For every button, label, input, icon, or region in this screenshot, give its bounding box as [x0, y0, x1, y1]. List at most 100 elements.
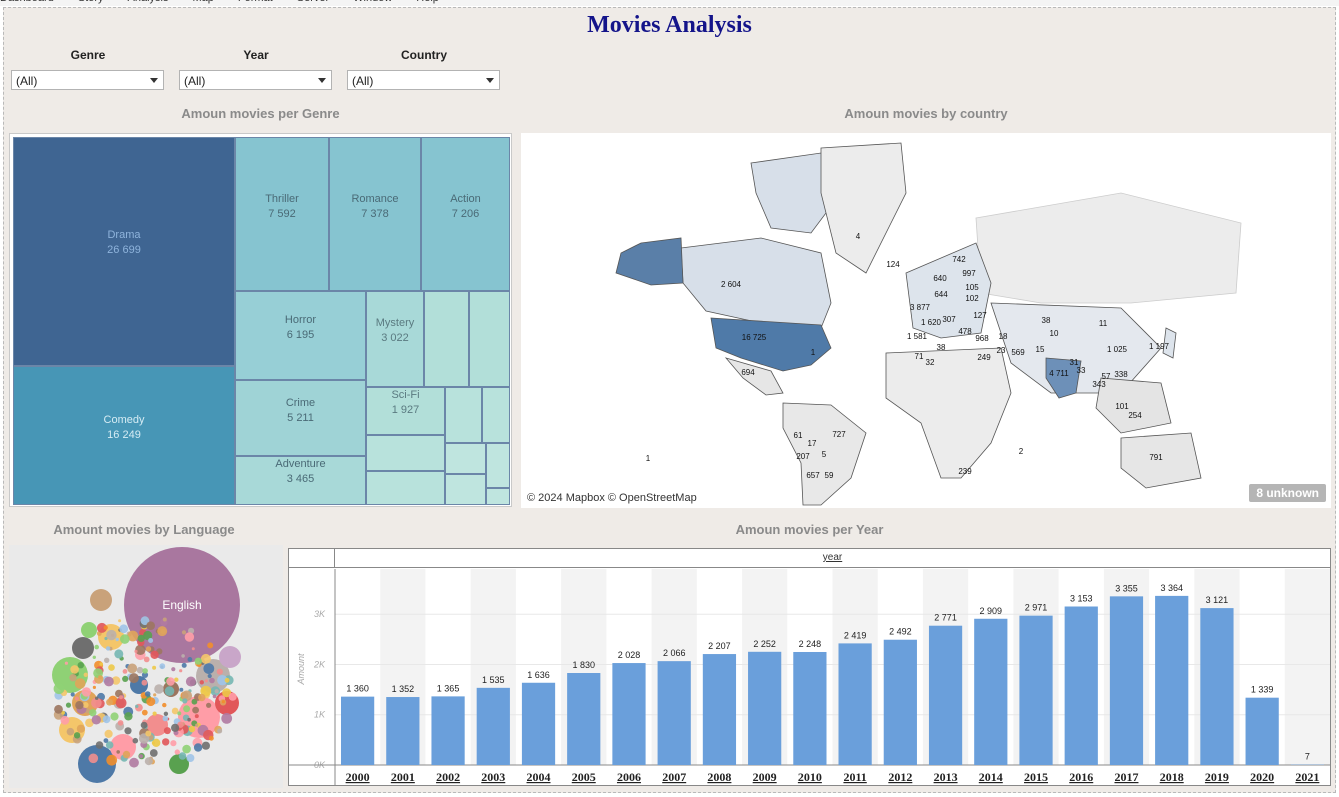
bubble	[105, 646, 111, 651]
bubble	[92, 655, 97, 659]
bubble	[127, 663, 138, 674]
map-count-label: 38	[1041, 316, 1051, 325]
bubble	[104, 729, 113, 738]
year-filter-value: (All)	[184, 74, 206, 88]
bubble	[104, 657, 110, 663]
unknown-badge[interactable]: 8 unknown	[1249, 484, 1326, 502]
treemap-cell-horror[interactable]: Horror 6 195	[235, 291, 366, 380]
treemap-cell[interactable]	[482, 387, 510, 443]
map-region-africa	[885, 347, 1012, 479]
menu-item-dashboard[interactable]: Dashboard	[0, 0, 54, 4]
treemap-label: Romance	[351, 193, 399, 205]
bubble	[143, 656, 150, 663]
bar-value-label: 2 066	[663, 648, 686, 658]
menu-bar: Dashboard Story Analysis Map Format Server Win…	[0, 0, 1339, 6]
bubble	[114, 649, 124, 659]
map-region-japan	[1162, 327, 1177, 359]
treemap-cell-drama[interactable]: Drama 26 699	[13, 137, 235, 366]
treemap-cell-comedy[interactable]: Comedy 16 249	[13, 366, 235, 505]
bubble	[90, 589, 112, 611]
map-count-label: 4 711	[1049, 369, 1069, 378]
bar-2009	[748, 651, 782, 765]
menu-item-window[interactable]: Window	[353, 0, 392, 4]
menu-item-analysis[interactable]: Analysis	[128, 0, 169, 4]
map-count-label: 997	[962, 269, 976, 278]
treemap-cell[interactable]	[366, 435, 445, 471]
treemap-cell[interactable]	[445, 474, 486, 505]
treemap-cell[interactable]	[469, 291, 510, 387]
bubble	[200, 685, 212, 697]
x-tick-label: 2014	[979, 770, 1003, 784]
treemap-value: 16 249	[107, 429, 141, 441]
bubble	[77, 662, 85, 669]
bubble	[159, 663, 166, 670]
treemap-cell[interactable]	[424, 291, 469, 387]
menu-item-help[interactable]: Help	[416, 0, 439, 4]
x-tick-label: 2006	[617, 770, 641, 784]
treemap-cell-mystery[interactable]: Mystery 3 022	[366, 291, 424, 387]
treemap-cell-thriller[interactable]: Thriller 7 592	[235, 137, 329, 291]
bar-2010	[793, 651, 827, 765]
treemap-cell-scifi[interactable]: Sci-Fi 1 927	[366, 387, 445, 435]
map-count-label: 657	[806, 471, 820, 480]
bubble	[122, 750, 131, 759]
treemap-cell-adventure[interactable]: Adventure 3 465	[235, 456, 366, 505]
bubble	[124, 712, 133, 721]
map-region-mexico	[724, 357, 784, 396]
country-filter-label: Country	[401, 48, 447, 62]
menu-item-server[interactable]: Server	[297, 0, 329, 4]
map-region-australia	[1120, 432, 1202, 489]
map-count-label: 478	[958, 327, 972, 336]
chevron-down-icon[interactable]	[150, 78, 158, 83]
bubble	[221, 700, 225, 704]
genre-filter-select[interactable]: (All)	[11, 70, 164, 90]
treemap-cell-crime[interactable]: Crime 5 211	[235, 380, 366, 456]
bar-value-label: 2 248	[799, 639, 822, 649]
bubble	[166, 677, 175, 686]
map-count-label: 644	[934, 290, 948, 299]
map-region-alaska	[615, 237, 684, 286]
genre-filter-value: (All)	[16, 74, 38, 88]
treemap-cell[interactable]	[445, 387, 482, 443]
bubble	[88, 753, 99, 764]
treemap-cell[interactable]	[486, 443, 510, 488]
bar-value-label: 2 028	[618, 650, 641, 660]
country-map[interactable]: 2 604 16 725 4 124 742 997 105 102 640 644 3 877 1 …	[521, 133, 1331, 508]
bar-2000	[341, 696, 375, 765]
treemap-label: Sci-Fi	[391, 389, 420, 401]
bubble-svg: English	[52, 547, 241, 783]
country-filter-value: (All)	[352, 74, 374, 88]
x-tick-label: 2015	[1024, 770, 1048, 784]
menu-item-story[interactable]: Story	[78, 0, 104, 4]
bubble	[75, 701, 84, 710]
menu-item-map[interactable]: Map	[192, 0, 213, 4]
bubble	[149, 749, 158, 757]
treemap-cell[interactable]	[366, 471, 445, 505]
bubble	[106, 629, 117, 641]
bubble	[72, 637, 94, 659]
menu-item-format[interactable]: Format	[238, 0, 273, 4]
bubble	[82, 702, 89, 708]
chevron-down-icon[interactable]	[318, 78, 326, 83]
treemap-cell-romance[interactable]: Romance 7 378	[329, 137, 421, 291]
x-tick-label: 2008	[707, 770, 731, 784]
bubble	[60, 715, 70, 725]
bubble	[145, 646, 152, 652]
bar-value-label: 1 636	[527, 670, 550, 680]
country-filter-select[interactable]: (All)	[347, 70, 500, 90]
map-count-label: 15	[1035, 345, 1045, 354]
bubble	[228, 692, 237, 701]
treemap-cell[interactable]	[486, 488, 510, 505]
map-count-label: 127	[973, 311, 987, 320]
chevron-down-icon[interactable]	[486, 78, 494, 83]
year-filter-select[interactable]: (All)	[179, 70, 332, 90]
bubble	[61, 710, 65, 715]
bubble	[212, 694, 217, 699]
bubble	[152, 738, 161, 747]
treemap-cell-action[interactable]: Action 7 206	[421, 137, 510, 291]
bubble	[144, 691, 151, 697]
treemap-cell[interactable]	[445, 443, 486, 474]
bubble	[136, 666, 144, 674]
bubble	[145, 730, 152, 737]
map-region-canada	[680, 237, 832, 329]
